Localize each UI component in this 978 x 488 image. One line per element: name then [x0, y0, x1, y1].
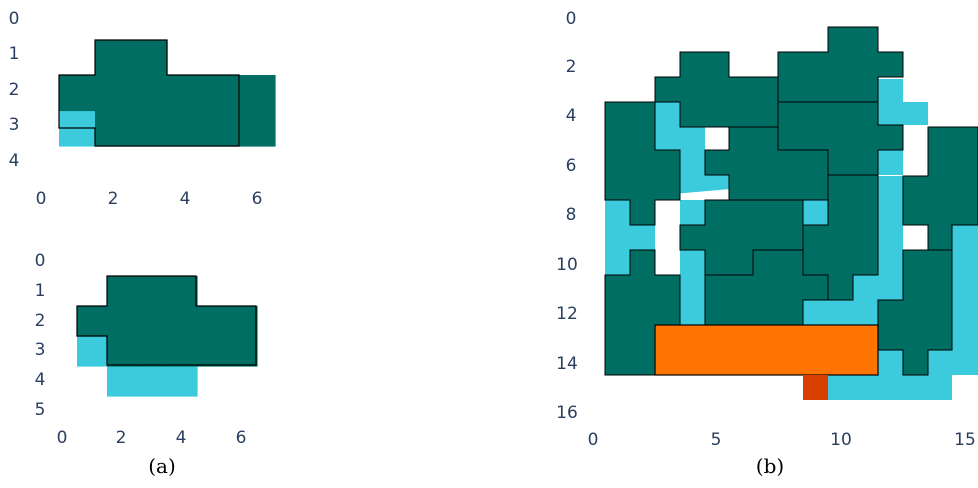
y-tick-label: 4	[9, 151, 20, 171]
piece-cell	[137, 336, 168, 367]
panel-a-bottom-cells	[77, 276, 258, 397]
x-tick-label: 0	[36, 189, 47, 209]
cover-cell	[77, 336, 108, 367]
panel-a-bottom: 0 1 2 3 4 5 0 2 4 6	[35, 251, 258, 448]
panel-a-top: 0 1 2 3 4 0 2 4 6	[9, 9, 276, 209]
x-tick-label: 0	[588, 430, 599, 450]
cover-cell	[107, 366, 138, 397]
y-tick-label: 6	[566, 156, 577, 176]
y-tick-label: 1	[35, 281, 46, 301]
piece-cell	[167, 306, 198, 337]
piece-cell	[203, 110, 240, 147]
piece-cell	[137, 306, 168, 337]
y-tick-label: 14	[556, 354, 578, 374]
y-tick-label: 4	[566, 106, 577, 126]
x-tick-label: 0	[57, 428, 68, 448]
piece-cell	[59, 75, 96, 112]
y-tick-label: 3	[35, 340, 46, 360]
panel-a-bottom-xticks: 0 2 4 6	[57, 428, 247, 448]
caption-a: (a)	[148, 454, 176, 478]
y-tick-label: 10	[556, 255, 578, 275]
piece-top-right	[777, 26, 904, 103]
x-tick-label: 4	[176, 428, 187, 448]
piece-cell	[77, 306, 108, 337]
cover-region-right	[952, 225, 978, 375]
piece-left	[604, 101, 681, 226]
piece-cell	[95, 75, 132, 112]
piece-outline	[76, 275, 257, 366]
x-tick-label: 2	[116, 428, 127, 448]
panel-b: 0 2 4 6 8 10 12 14 16 0 5 10 15	[556, 9, 978, 450]
cover-cell	[167, 366, 198, 397]
piece-cell	[197, 306, 228, 337]
x-tick-label: 2	[108, 189, 119, 209]
cover-cell	[137, 366, 168, 397]
y-tick-label: 2	[35, 311, 46, 331]
y-tick-label: 8	[566, 205, 577, 225]
cover-region-mid	[680, 200, 705, 325]
x-tick-label: 4	[180, 189, 191, 209]
piece-cell	[167, 110, 204, 147]
piece-cell	[107, 336, 138, 367]
y-tick-label: 0	[35, 251, 46, 271]
piece-cell	[239, 75, 276, 112]
x-tick-label: 10	[830, 430, 852, 450]
piece-cell	[131, 110, 168, 147]
piece-cell	[167, 75, 204, 112]
piece-top-left	[654, 51, 779, 128]
y-tick-label: 1	[9, 44, 20, 64]
x-tick-label: 6	[236, 428, 247, 448]
x-tick-label: 5	[711, 430, 722, 450]
piece-cell	[137, 276, 168, 307]
piece-cell	[107, 306, 138, 337]
panel-a-top-cells	[59, 39, 276, 147]
cover-region-bottom	[828, 375, 952, 400]
piece-cell	[227, 336, 258, 367]
piece-cell	[131, 39, 168, 76]
panel-a-bottom-yticks: 0 1 2 3 4 5	[35, 251, 46, 420]
piece-outline	[58, 39, 240, 147]
piece-cell	[167, 336, 198, 367]
orange-bar	[654, 324, 879, 376]
y-tick-label: 12	[556, 304, 578, 324]
panel-a-top-xticks: 0 2 4 6	[36, 189, 263, 209]
y-tick-label: 3	[9, 115, 20, 135]
panel-b-yticks: 0 2 4 6 8 10 12 14 16	[556, 9, 578, 423]
x-tick-label: 15	[954, 430, 976, 450]
piece-cell	[239, 110, 276, 147]
piece-cell	[131, 75, 168, 112]
panel-a-top-yticks: 0 1 2 3 4	[9, 9, 20, 171]
y-tick-label: 2	[566, 57, 577, 77]
y-tick-label: 0	[9, 9, 20, 29]
pieces	[604, 26, 978, 376]
piece-cell	[95, 39, 132, 76]
orange-bar-dark-cell	[803, 375, 828, 400]
x-tick-label: 6	[252, 189, 263, 209]
panel-b-xticks: 0 5 10 15	[588, 430, 976, 450]
y-tick-label: 5	[35, 400, 46, 420]
y-tick-label: 2	[9, 80, 20, 100]
piece-cell	[107, 276, 138, 307]
piece-cell	[197, 336, 228, 367]
y-tick-label: 4	[35, 370, 46, 390]
y-tick-label: 16	[556, 403, 578, 423]
y-tick-label: 0	[566, 9, 577, 29]
piece-cell	[227, 306, 258, 337]
caption-b: (b)	[756, 454, 784, 478]
piece-cell	[167, 276, 198, 307]
cover-region-low	[803, 300, 878, 325]
piece-cell	[203, 75, 240, 112]
piece-cell	[95, 110, 132, 147]
piece-lower-right	[877, 249, 953, 376]
